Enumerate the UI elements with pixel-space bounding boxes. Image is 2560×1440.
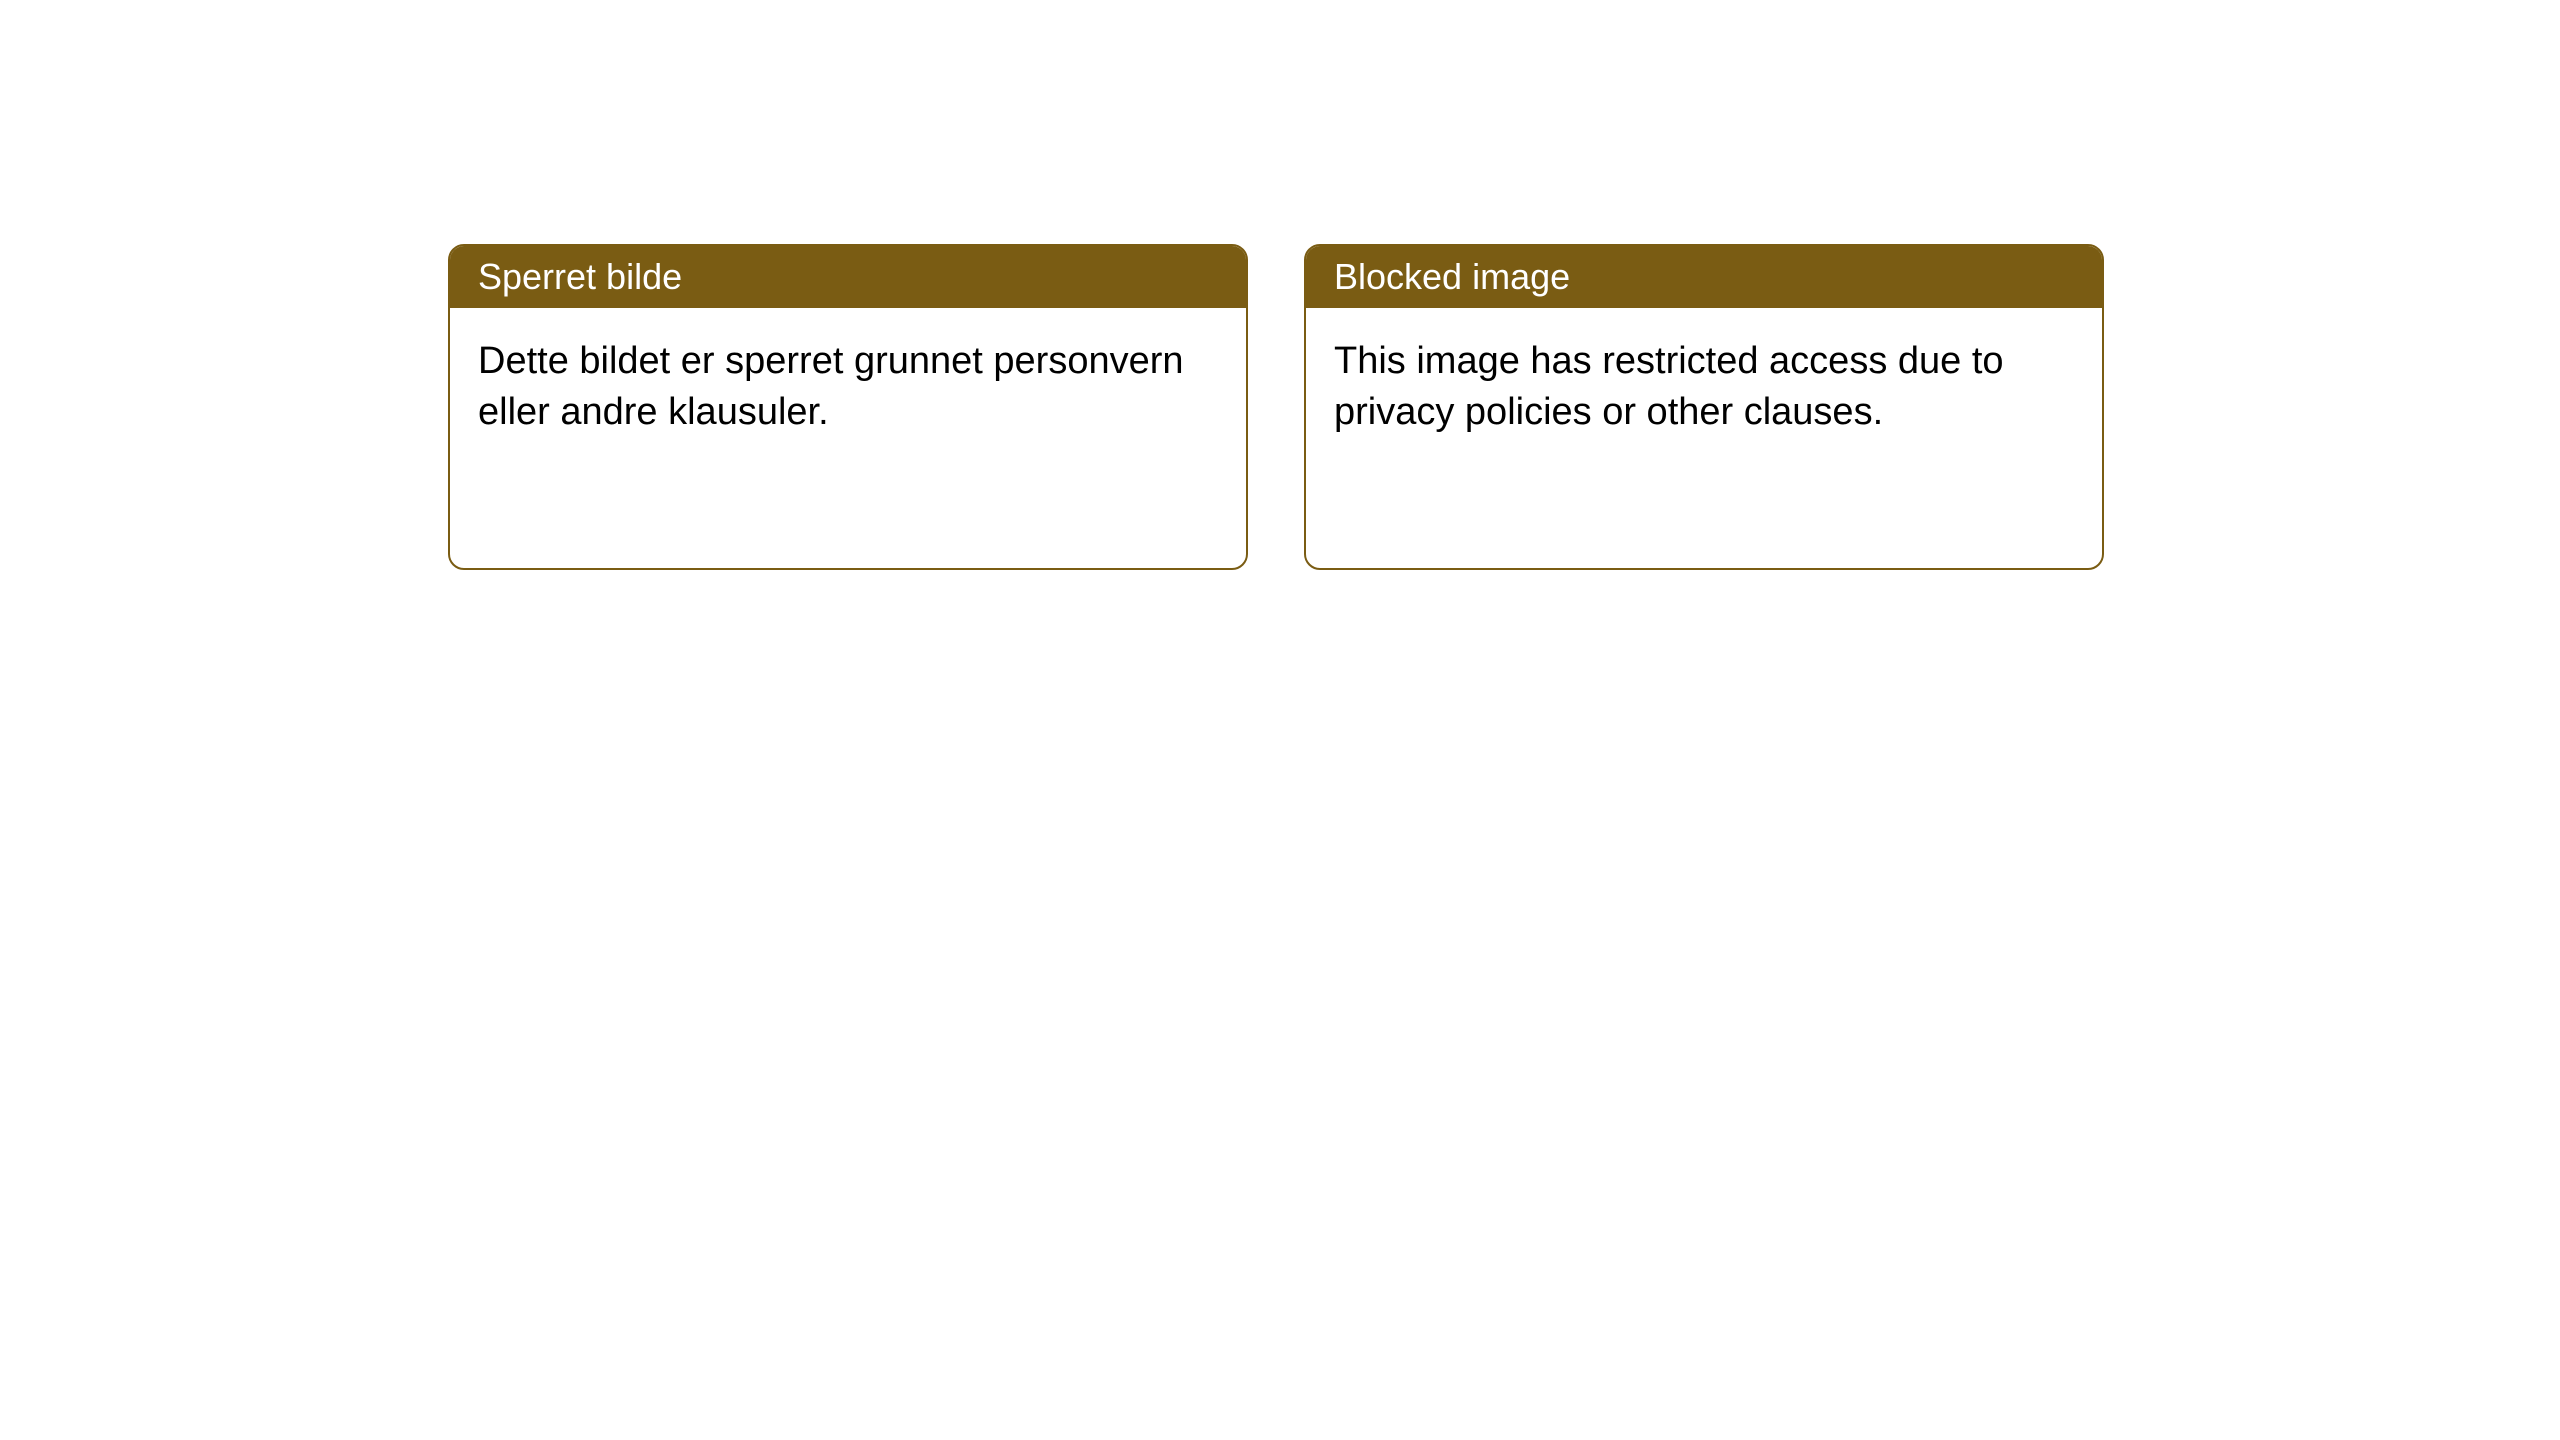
card-header: Sperret bilde <box>450 246 1246 308</box>
card-body-text: Dette bildet er sperret grunnet personve… <box>478 340 1184 433</box>
card-header-text: Sperret bilde <box>478 256 682 297</box>
notice-card-english: Blocked image This image has restricted … <box>1304 244 2104 570</box>
card-body-text: This image has restricted access due to … <box>1334 340 2004 433</box>
card-header: Blocked image <box>1306 246 2102 308</box>
card-body: Dette bildet er sperret grunnet personve… <box>450 308 1246 568</box>
notice-card-norwegian: Sperret bilde Dette bildet er sperret gr… <box>448 244 1248 570</box>
card-header-text: Blocked image <box>1334 256 1570 297</box>
notice-container: Sperret bilde Dette bildet er sperret gr… <box>0 0 2560 570</box>
card-body: This image has restricted access due to … <box>1306 308 2102 568</box>
